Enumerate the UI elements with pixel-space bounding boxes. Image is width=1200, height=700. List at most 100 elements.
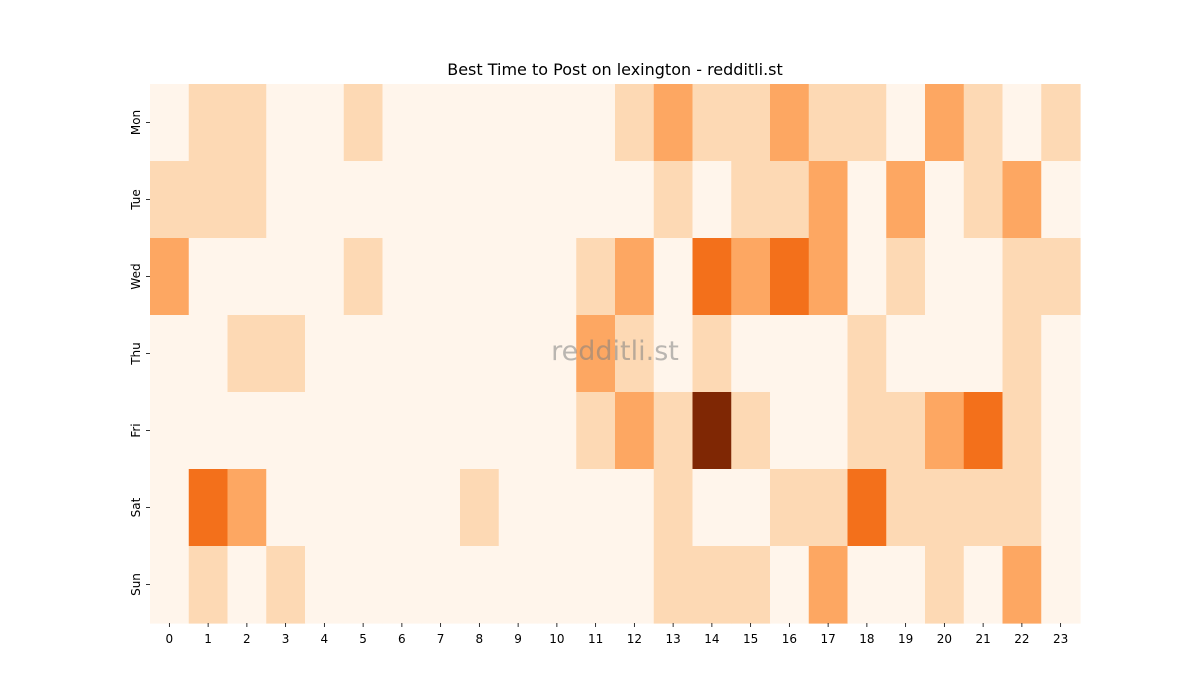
heatmap-cell-wed-4: [305, 238, 345, 316]
heatmap-cell-mon-5: [343, 84, 384, 162]
heatmap-cell-sat-0: [150, 469, 190, 547]
x-tick-label: 10: [549, 632, 564, 646]
heatmap-cell-thu-21: [963, 315, 1004, 393]
heatmap-cell-wed-1: [188, 238, 229, 316]
heatmap-cell-sun-18: [847, 546, 887, 624]
heatmap-cell-sat-6: [382, 469, 422, 547]
x-tick-label: 5: [359, 632, 367, 646]
heatmap-cell-wed-13: [653, 238, 694, 316]
heatmap-cell-mon-12: [615, 84, 655, 162]
heatmap-cell-tue-17: [808, 161, 849, 239]
heatmap-cell-thu-4: [305, 315, 345, 393]
heatmap-cell-sun-12: [615, 546, 655, 624]
heatmap-cell-sat-14: [692, 469, 732, 547]
heatmap-cell-mon-8: [460, 84, 500, 162]
x-tick-label: 9: [514, 632, 522, 646]
x-tick-label: 0: [166, 632, 174, 646]
heatmap-cell-thu-16: [770, 315, 810, 393]
heatmap-cell-sun-23: [1041, 546, 1081, 624]
heatmap-cell-wed-14: [692, 238, 732, 316]
y-tick-label: Thu: [129, 342, 143, 366]
heatmap-cell-fri-3: [266, 392, 306, 470]
y-tick-label: Fri: [129, 423, 143, 437]
heatmap-cells: [150, 84, 1081, 624]
heatmap-cell-sat-20: [925, 469, 965, 547]
heatmap-cell-sun-22: [1002, 546, 1042, 624]
heatmap-cell-wed-12: [615, 238, 655, 316]
heatmap-cell-sun-17: [808, 546, 849, 624]
heatmap-cell-thu-7: [421, 315, 461, 393]
heatmap-cell-fri-11: [576, 392, 616, 470]
heatmap-cell-thu-14: [692, 315, 732, 393]
y-tick-label: Sun: [129, 573, 143, 596]
heatmap-cell-mon-0: [150, 84, 190, 162]
heatmap-cell-tue-23: [1041, 161, 1081, 239]
heatmap-cell-mon-20: [925, 84, 965, 162]
x-tick-label: 1: [204, 632, 212, 646]
x-tick-label: 23: [1053, 632, 1068, 646]
x-tick-label: 8: [476, 632, 484, 646]
heatmap-cell-sat-18: [847, 469, 887, 547]
heatmap-cell-tue-14: [692, 161, 732, 239]
heatmap-cell-mon-22: [1002, 84, 1042, 162]
heatmap-cell-tue-20: [925, 161, 965, 239]
heatmap-cell-sun-16: [770, 546, 810, 624]
heatmap-cell-mon-7: [421, 84, 461, 162]
heatmap-cell-thu-5: [343, 315, 384, 393]
x-tick-label: 19: [898, 632, 913, 646]
heatmap-cell-tue-0: [150, 161, 190, 239]
x-tick-label: 7: [437, 632, 445, 646]
heatmap-cell-fri-0: [150, 392, 190, 470]
heatmap-cell-sun-7: [421, 546, 461, 624]
heatmap-cell-fri-21: [963, 392, 1004, 470]
heatmap-cell-wed-22: [1002, 238, 1042, 316]
heatmap-cell-fri-6: [382, 392, 422, 470]
heatmap-cell-mon-18: [847, 84, 887, 162]
x-tick-label: 13: [665, 632, 680, 646]
heatmap-cell-wed-19: [886, 238, 926, 316]
heatmap-cell-thu-18: [847, 315, 887, 393]
x-tick-label: 12: [627, 632, 642, 646]
x-tick-label: 16: [782, 632, 797, 646]
heatmap-cell-sat-2: [227, 469, 267, 547]
heatmap-cell-thu-9: [498, 315, 539, 393]
heatmap-cell-tue-5: [343, 161, 384, 239]
heatmap-cell-sun-19: [886, 546, 926, 624]
heatmap-cell-tue-21: [963, 161, 1004, 239]
heatmap-cell-thu-20: [925, 315, 965, 393]
heatmap-cell-sun-9: [498, 546, 539, 624]
heatmap-cell-fri-16: [770, 392, 810, 470]
heatmap-cell-sun-20: [925, 546, 965, 624]
heatmap-cell-mon-16: [770, 84, 810, 162]
heatmap-cell-mon-2: [227, 84, 267, 162]
heatmap-cell-sat-7: [421, 469, 461, 547]
heatmap-cell-mon-11: [576, 84, 616, 162]
heatmap-cell-mon-9: [498, 84, 539, 162]
heatmap-cell-thu-13: [653, 315, 694, 393]
heatmap-cell-mon-6: [382, 84, 422, 162]
heatmap-cell-thu-12: [615, 315, 655, 393]
heatmap-cell-mon-17: [808, 84, 849, 162]
heatmap-cell-fri-5: [343, 392, 384, 470]
heatmap-cell-tue-22: [1002, 161, 1042, 239]
heatmap-cell-wed-21: [963, 238, 1004, 316]
x-tick-label: 21: [975, 632, 990, 646]
heatmap-cell-tue-11: [576, 161, 616, 239]
heatmap-cell-mon-19: [886, 84, 926, 162]
heatmap-cell-sat-4: [305, 469, 345, 547]
heatmap-cell-fri-10: [537, 392, 577, 470]
heatmap-cell-tue-1: [188, 161, 229, 239]
y-tick-label: Mon: [129, 110, 143, 135]
heatmap-cell-fri-2: [227, 392, 267, 470]
heatmap-cell-thu-1: [188, 315, 229, 393]
x-tick-label: 2: [243, 632, 251, 646]
heatmap-cell-mon-23: [1041, 84, 1081, 162]
heatmap-cell-fri-4: [305, 392, 345, 470]
heatmap-cell-fri-13: [653, 392, 694, 470]
x-tick-label: 11: [588, 632, 603, 646]
heatmap-cell-mon-3: [266, 84, 306, 162]
heatmap-cell-sun-13: [653, 546, 694, 624]
heatmap-cell-sat-5: [343, 469, 384, 547]
x-tick-label: 18: [859, 632, 874, 646]
heatmap-cell-wed-10: [537, 238, 577, 316]
